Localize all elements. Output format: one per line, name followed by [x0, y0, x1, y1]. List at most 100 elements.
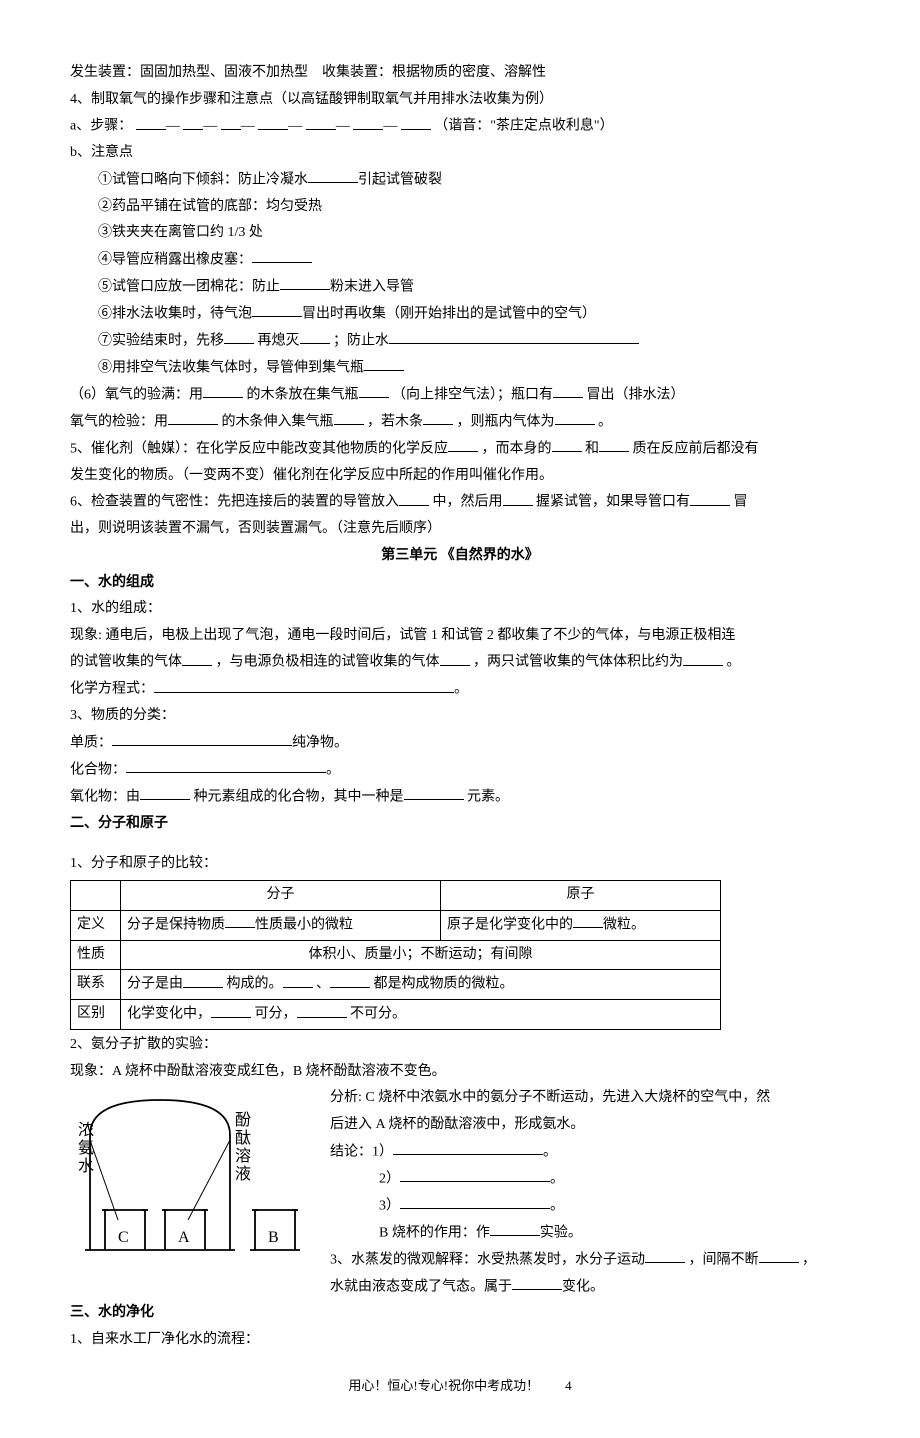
blank — [553, 382, 583, 398]
para: ⑤试管口应放一团棉花：防止粉末进入导管 — [70, 274, 850, 301]
label-right: 酚酞溶液 — [235, 1111, 251, 1183]
blank — [300, 328, 330, 344]
unit-title: 第三单元 《自然界的水》 — [70, 543, 850, 570]
para: b、注意点 — [70, 140, 850, 167]
beaker-c-label: C — [118, 1229, 129, 1246]
blank — [154, 676, 454, 692]
blank — [512, 1274, 562, 1290]
table-row: 区别 化学变化中， 可分， 不可分。 — [71, 1000, 721, 1030]
para: ②药品平铺在试管的底部：均匀受热 — [70, 194, 850, 221]
cell — [71, 881, 121, 911]
blank — [683, 649, 723, 665]
blank — [555, 409, 595, 425]
beaker-b-label: B — [268, 1229, 279, 1246]
para: ⑦实验结束时，先移 再熄灭 ；防止水 — [70, 328, 850, 355]
blank — [283, 971, 313, 987]
para: 氧化物：由 种元素组成的化合物，其中一种是 元素。 — [70, 784, 850, 811]
para: 3、水蒸发的微观解释：水受热蒸发时，水分子运动 ，间隔不断 ， — [330, 1247, 850, 1274]
para: 发生变化的物质。（一变两不变）催化剂在化学反应中所起的作用叫催化作用。 — [70, 463, 850, 490]
cell: 性质 — [71, 940, 121, 970]
para: 化合物：。 — [70, 757, 850, 784]
section-heading: 二、分子和原子 — [70, 811, 850, 838]
para: 2、氨分子扩散的实验： — [70, 1032, 850, 1059]
blank — [211, 1001, 251, 1017]
para: 2）。 — [330, 1166, 850, 1193]
para: 5、催化剂（触媒）：在化学反应中能改变其他物质的化学反应 ，而本身的 和 质在反… — [70, 436, 850, 463]
para: 现象: 通电后，电极上出现了气泡，通电一段时间后，试管 1 和试管 2 都收集了… — [70, 623, 850, 650]
cell: 区别 — [71, 1000, 121, 1030]
para: 分析: C 烧杯中浓氨水中的氨分子不断运动，先进入大烧杯的空气中，然 — [330, 1085, 850, 1112]
blank — [280, 274, 330, 290]
para: 的试管收集的气体 ，与电源负极相连的试管收集的气体 ，两只试管收集的气体体积比约… — [70, 649, 850, 676]
para-steps: a、步骤： — — — — — — （谐音："茶庄定点收利息"） — [70, 113, 850, 140]
blank — [645, 1247, 685, 1263]
blank — [503, 489, 533, 505]
blank — [168, 409, 218, 425]
blank — [400, 1193, 550, 1209]
para: 结论：1）。 — [330, 1139, 850, 1166]
table-row: 定义 分子是保持物质性质最小的微粒 原子是化学变化中的微粒。 — [71, 910, 721, 940]
blank — [183, 113, 203, 129]
para: 1、水的组成： — [70, 596, 850, 623]
blank — [759, 1247, 799, 1263]
cell: 分子 — [121, 881, 441, 911]
blank — [690, 489, 730, 505]
blank — [140, 784, 190, 800]
para: 6、检查装置的气密性：先把连接后的装置的导管放入 中，然后用 握紧试管，如果导管… — [70, 489, 850, 516]
spacer — [70, 837, 850, 851]
experiment-diagram: 浓氨水 酚酞溶液 C A B — [70, 1085, 320, 1286]
blank — [252, 301, 302, 317]
para: 发生装置：固固加热型、固液不加热型 收集装置：根据物质的密度、溶解性 — [70, 60, 850, 87]
blank — [490, 1220, 540, 1236]
diagram-row: 浓氨水 酚酞溶液 C A B 分析: C 烧杯中浓氨水中的氨分子不断运动，先进入… — [70, 1085, 850, 1300]
para: 水就由液态变成了气态。属于变化。 — [330, 1274, 850, 1301]
cell: 原子是化学变化中的微粒。 — [441, 910, 721, 940]
page-footer: 用心！恒心!专心!祝你中考成功！ 4 — [70, 1374, 850, 1399]
cell: 分子是由 构成的。 、 都是构成物质的微粒。 — [121, 970, 721, 1000]
blank — [401, 113, 431, 129]
blank — [359, 382, 389, 398]
blank — [393, 1139, 543, 1155]
cell: 原子 — [441, 881, 721, 911]
blank — [126, 757, 326, 773]
para: ①试管口略向下倾斜：防止冷凝水引起试管破裂 — [70, 167, 850, 194]
para: ⑥排水法收集时，待气泡冒出时再收集（刚开始排出的是试管中的空气） — [70, 301, 850, 328]
blank — [297, 1001, 347, 1017]
cell: 定义 — [71, 910, 121, 940]
beaker-a-label: A — [178, 1229, 190, 1246]
table-row: 分子 原子 — [71, 881, 721, 911]
blank — [389, 328, 639, 344]
table-row: 性质 体积小、质量小；不断运动；有间隙 — [71, 940, 721, 970]
blank — [353, 113, 383, 129]
blank — [183, 971, 223, 987]
blank — [252, 247, 312, 263]
para: （6）氧气的验满：用 的木条放在集气瓶 （向上排空气法）；瓶口有 冒出（排水法） — [70, 382, 850, 409]
blank — [599, 436, 629, 452]
blank — [203, 382, 243, 398]
cell: 分子是保持物质性质最小的微粒 — [121, 910, 441, 940]
blank — [221, 113, 241, 129]
text: （谐音："茶庄定点收利息"） — [434, 119, 613, 134]
para: 4、制取氧气的操作步骤和注意点（以高锰酸钾制取氧气并用排水法收集为例） — [70, 87, 850, 114]
blank — [182, 649, 212, 665]
blank — [400, 1166, 550, 1182]
blank — [552, 436, 582, 452]
blank — [306, 113, 336, 129]
blank — [224, 328, 254, 344]
blank — [136, 113, 166, 129]
section-heading: 三、水的净化 — [70, 1300, 850, 1327]
diagram-svg: 浓氨水 酚酞溶液 C A B — [70, 1085, 320, 1275]
blank — [308, 167, 358, 183]
text: a、步骤： — [70, 119, 132, 134]
compare-table: 分子 原子 定义 分子是保持物质性质最小的微粒 原子是化学变化中的微粒。 性质 … — [70, 880, 721, 1030]
blank — [440, 649, 470, 665]
blank — [364, 355, 404, 371]
para: 3）。 — [330, 1193, 850, 1220]
para: ⑧用排空气法收集气体时，导管伸到集气瓶 — [70, 355, 850, 382]
blank — [112, 730, 292, 746]
section-heading: 一、水的组成 — [70, 570, 850, 597]
para: 3、物质的分类： — [70, 703, 850, 730]
para: 现象：A 烧杯中酚酞溶液变成红色，B 烧杯酚酞溶液不变色。 — [70, 1059, 850, 1086]
blank — [330, 971, 370, 987]
para: 1、分子和原子的比较： — [70, 851, 850, 878]
